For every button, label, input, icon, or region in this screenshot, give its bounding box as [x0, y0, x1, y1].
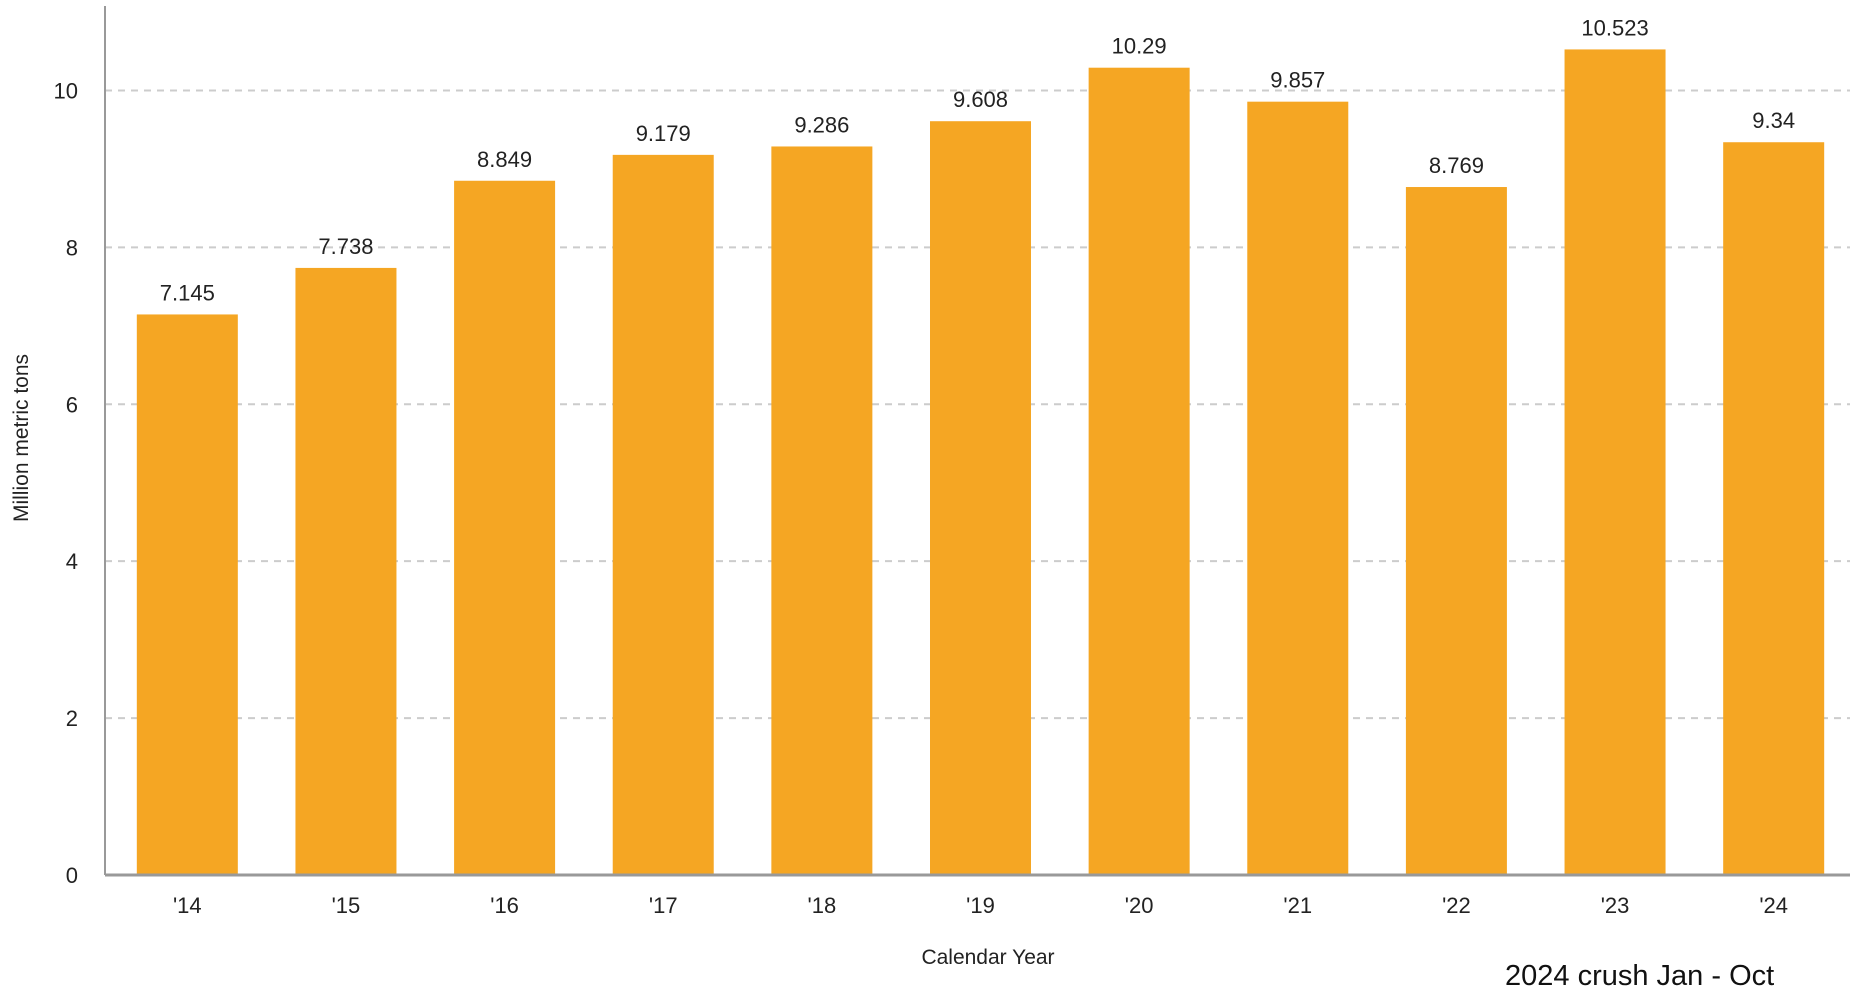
y-tick-labels: 0 2 4 6 8 10: [54, 78, 78, 888]
bar-9: [1564, 49, 1666, 876]
y-axis-title: Million metric tons: [10, 354, 33, 522]
x-tick-label-7: '21: [1283, 893, 1312, 918]
footnote: 2024 crush Jan - Oct: [1505, 960, 1774, 992]
y-tick-label-6: 6: [66, 392, 78, 417]
x-axis-title: Calendar Year: [921, 946, 1054, 969]
bar-8: [1405, 187, 1507, 875]
y-tick-label-0: 0: [66, 863, 78, 888]
x-tick-label-8: '22: [1442, 893, 1471, 918]
data-label-1: 7.738: [318, 234, 373, 259]
x-tick-label-6: '20: [1125, 893, 1154, 918]
bar-4: [771, 146, 873, 876]
x-tick-label-5: '19: [966, 893, 995, 918]
bar-6: [1088, 67, 1190, 875]
x-tick-label-0: '14: [173, 893, 202, 918]
x-tick-labels: '14 '15 '16 '17 '18 '19 '20 '21 '22 '23 '24: [173, 893, 1788, 918]
data-label-3: 9.179: [636, 121, 691, 146]
bar-3: [612, 154, 714, 875]
data-label-8: 8.769: [1429, 153, 1484, 178]
y-tick-label-8: 8: [66, 235, 78, 260]
y-tick-label-10: 10: [54, 78, 78, 103]
data-labels: 7.145 7.738 8.849 9.179 9.286 9.608 10.29 9.857…: [160, 15, 1795, 305]
bar-0: [136, 314, 238, 875]
axes: [104, 6, 1850, 877]
bar-10: [1723, 142, 1825, 875]
x-tick-label-10: '24: [1759, 893, 1788, 918]
data-label-2: 8.849: [477, 147, 532, 172]
y-tick-label-2: 2: [66, 706, 78, 731]
bar-2: [454, 180, 556, 875]
data-label-7: 9.857: [1270, 68, 1325, 93]
x-tick-label-1: '15: [332, 893, 361, 918]
x-tick-label-2: '16: [490, 893, 519, 918]
bar-5: [930, 121, 1031, 875]
y-tick-label-4: 4: [66, 549, 78, 574]
bars: [136, 49, 1825, 876]
data-label-10: 9.34: [1752, 108, 1795, 133]
x-tick-label-3: '17: [649, 893, 678, 918]
data-label-5: 9.608: [953, 87, 1008, 112]
bar-7: [1247, 101, 1349, 876]
x-tick-label-4: '18: [808, 893, 837, 918]
data-label-6: 10.29: [1112, 34, 1167, 59]
data-label-9: 10.523: [1581, 15, 1648, 40]
data-label-4: 9.286: [794, 112, 849, 137]
data-label-0: 7.145: [160, 280, 215, 305]
bar-1: [295, 267, 397, 876]
x-tick-label-9: '23: [1601, 893, 1630, 918]
